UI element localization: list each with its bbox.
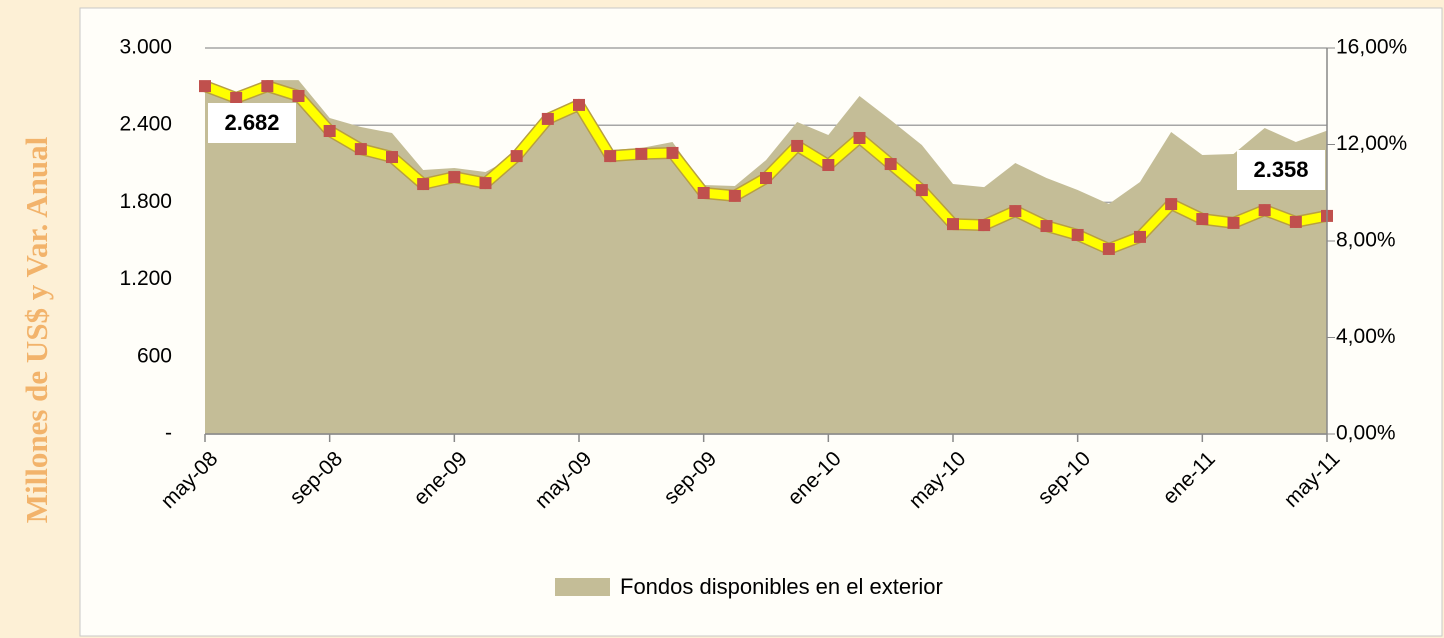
marker: [760, 172, 772, 185]
marker: [791, 139, 804, 152]
marker: [1165, 198, 1178, 211]
marker: [448, 171, 461, 184]
y-axis-label: Millones de US$ y Var. Anual: [19, 136, 54, 523]
marker: [417, 178, 430, 191]
y-tick-label: 1.200: [119, 267, 172, 290]
marker: [1102, 242, 1115, 255]
marker: [978, 219, 991, 232]
y-tick-label: 3.000: [119, 36, 172, 59]
y-tick-label: -: [165, 422, 172, 445]
marker: [541, 112, 554, 125]
marker: [728, 189, 741, 202]
marker: [1009, 205, 1022, 218]
marker: [604, 150, 617, 163]
value-label: 2.682: [224, 110, 279, 135]
legend-label: Fondos disponibles en el exterior: [620, 574, 943, 599]
marker: [947, 218, 959, 231]
marker: [1134, 230, 1146, 243]
marker: [323, 124, 336, 137]
area: [205, 80, 1327, 435]
marker: [230, 91, 243, 104]
y-tick-label: 600: [137, 344, 172, 367]
y-tick-label: 2.400: [119, 113, 172, 136]
marker: [573, 98, 585, 111]
marker: [1289, 215, 1302, 228]
y2-tick-label: 4,00%: [1336, 325, 1396, 348]
marker: [354, 143, 367, 156]
marker: [261, 80, 274, 93]
marker: [1227, 216, 1240, 229]
y2-tick-label: 8,00%: [1336, 229, 1396, 252]
y2-tick-label: 16,00%: [1336, 36, 1407, 59]
marker: [479, 177, 492, 190]
marker: [853, 131, 866, 144]
y-tick-label: 1.800: [119, 190, 172, 213]
marker: [666, 146, 679, 159]
marker: [884, 158, 897, 171]
marker: [635, 147, 648, 160]
marker: [292, 90, 305, 103]
marker: [1258, 204, 1271, 217]
value-label: 2.358: [1253, 157, 1308, 182]
marker: [386, 151, 398, 164]
y2-tick-label: 12,00%: [1336, 132, 1407, 155]
legend-swatch: [555, 578, 610, 596]
value-label-box: [208, 103, 296, 143]
marker: [1196, 213, 1209, 226]
marker: [1040, 220, 1053, 233]
y2-tick-label: 0,00%: [1336, 422, 1396, 445]
marker: [915, 184, 928, 197]
marker: [697, 186, 710, 199]
marker: [1071, 228, 1084, 241]
marker: [510, 150, 523, 163]
value-label-box: [1237, 150, 1325, 190]
marker: [199, 80, 211, 93]
marker: [822, 159, 835, 172]
